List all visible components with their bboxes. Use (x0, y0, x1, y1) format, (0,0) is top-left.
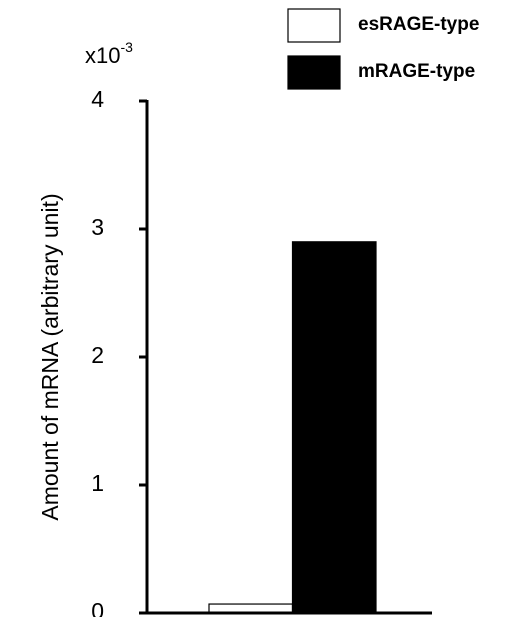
legend-label: mRAGE-type (358, 61, 475, 82)
multiplier-exponent: -3 (120, 39, 133, 55)
legend-label: esRAGE-type (358, 14, 479, 35)
y-tick-label: 4 (91, 86, 104, 112)
y-axis-label: Amount of mRNA (arbitrary unit) (37, 193, 63, 520)
y-tick-label: 0 (91, 598, 104, 617)
multiplier-base: x10 (85, 43, 120, 68)
bar (291, 241, 377, 614)
legend-swatch (287, 8, 341, 43)
y-tick-label: 2 (91, 342, 104, 368)
y-tick-label: 1 (91, 470, 104, 496)
legend-swatch (287, 55, 341, 90)
y-tick-label: 3 (91, 214, 104, 240)
y-multiplier: x10-3 (85, 39, 133, 68)
